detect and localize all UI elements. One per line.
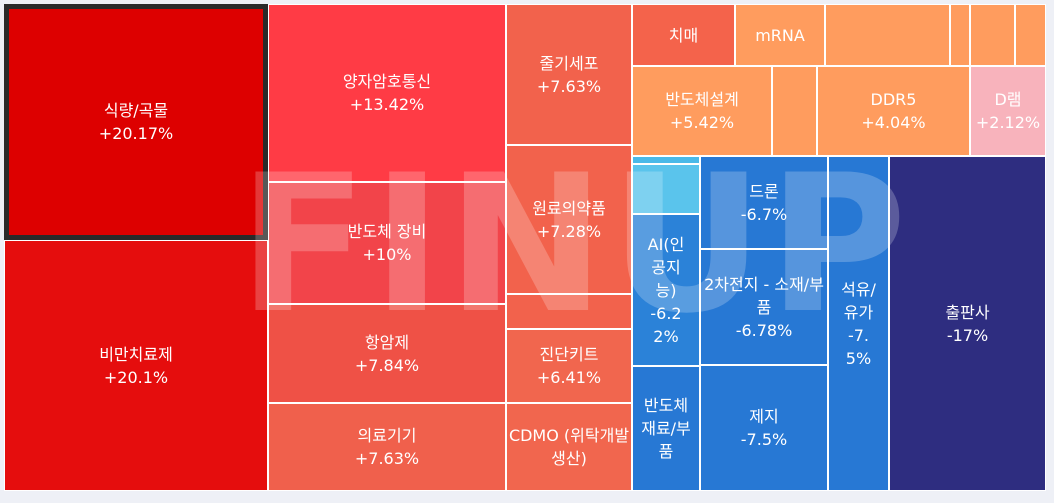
treemap-cell[interactable] <box>1015 4 1046 66</box>
cell-label: DDR5 <box>870 90 917 109</box>
treemap-cell[interactable] <box>632 156 700 164</box>
cell-label: 2차전지 - 소재/부품 <box>704 274 824 317</box>
treemap-cell[interactable]: AI(인공지능) -6.22% <box>632 214 700 366</box>
cell-value: +6.41% <box>536 368 602 387</box>
cell-value: -7.5% <box>740 430 788 449</box>
treemap-cell[interactable]: 줄기세포 +7.63% <box>506 4 632 145</box>
treemap-cell[interactable] <box>950 4 970 66</box>
cell-label: 식량/곡물 <box>103 101 169 120</box>
cell-label: 진단키트 <box>539 345 599 364</box>
cell-label: 석유/유가 <box>841 279 876 322</box>
treemap-cell[interactable]: 반도체 장비 +10% <box>268 182 506 304</box>
treemap-cell[interactable]: D램 +2.12% <box>970 66 1046 156</box>
cell-value: +5.42% <box>669 113 735 132</box>
treemap-cell[interactable] <box>506 294 632 329</box>
cell-label: 양자암호통신 <box>342 72 432 91</box>
cell-value: +7.84% <box>354 355 420 375</box>
cell-label: 줄기세포 <box>539 53 599 73</box>
treemap-cell[interactable]: 원료의약품 +7.28% <box>506 145 632 294</box>
treemap-cell[interactable]: CDMO (위탁개발생산) <box>506 403 632 491</box>
cell-value: -7.5% <box>845 325 872 368</box>
cell-value: -6.22% <box>650 303 682 346</box>
treemap-cell[interactable]: 출판사 -17% <box>889 156 1046 491</box>
cell-value: +7.28% <box>536 221 602 241</box>
treemap-cell[interactable]: 반도체설계 +5.42% <box>632 66 772 156</box>
treemap-cell[interactable] <box>825 4 950 66</box>
cell-value: +20.17% <box>98 124 174 143</box>
cell-value: +7.63% <box>536 76 602 96</box>
cell-label: 비만치료제 <box>99 344 173 364</box>
cell-label: mRNA <box>755 25 805 45</box>
cell-label: AI(인공지능) <box>647 234 685 300</box>
treemap-cell[interactable]: 비만치료제 +20.1% <box>4 240 268 491</box>
treemap-cell[interactable]: 항암제 +7.84% <box>268 304 506 403</box>
cell-label: 치매 <box>668 25 699 45</box>
cell-value: +2.12% <box>975 113 1041 132</box>
cell-label: 원료의약품 <box>532 198 606 218</box>
treemap-cell[interactable]: 2차전지 - 소재/부품 -6.78% <box>700 249 828 365</box>
treemap-cell[interactable]: 진단키트 +6.41% <box>506 329 632 403</box>
treemap-cell[interactable]: mRNA <box>735 4 825 66</box>
treemap-cell[interactable]: 치매 <box>632 4 735 66</box>
treemap-cell[interactable]: 석유/유가 -7.5% <box>828 156 889 491</box>
cell-label: 항암제 <box>364 332 410 352</box>
cell-label: 반도체 장비 <box>347 222 427 241</box>
cell-label: CDMO (위탁개발생산) <box>508 426 630 468</box>
cell-label: 출판사 <box>945 302 990 322</box>
treemap-cell[interactable]: DDR5 +4.04% <box>817 66 970 156</box>
treemap-cell[interactable]: 드론 -6.7% <box>700 156 828 249</box>
cell-label: 반도체재료/부품 <box>641 396 691 461</box>
treemap-cell[interactable] <box>970 4 1015 66</box>
cell-value: +20.1% <box>103 367 169 387</box>
treemap-cell[interactable] <box>772 66 817 156</box>
cell-value: +7.63% <box>354 449 420 468</box>
treemap-cell[interactable]: 양자암호통신 +13.42% <box>268 4 506 182</box>
cell-label: D램 <box>994 90 1022 109</box>
cell-value: +10% <box>362 245 412 264</box>
treemap-cell[interactable]: 반도체재료/부품 <box>632 366 700 491</box>
cell-value: -6.7% <box>740 204 788 224</box>
cell-label: 반도체설계 <box>665 90 739 109</box>
treemap-cell[interactable] <box>632 164 700 214</box>
cell-value: -6.78% <box>735 320 793 340</box>
cell-value: +13.42% <box>349 95 425 114</box>
cell-label: 의료기기 <box>357 426 417 445</box>
treemap-cell[interactable]: 제지 -7.5% <box>700 365 828 491</box>
cell-value: +4.04% <box>861 113 926 132</box>
treemap-cell[interactable]: 식량/곡물 +20.17% <box>4 4 268 240</box>
cell-label: 드론 <box>749 181 779 201</box>
treemap-cell[interactable]: 의료기기 +7.63% <box>268 403 506 491</box>
cell-label: 제지 <box>749 407 779 426</box>
cell-value: -17% <box>946 325 989 345</box>
